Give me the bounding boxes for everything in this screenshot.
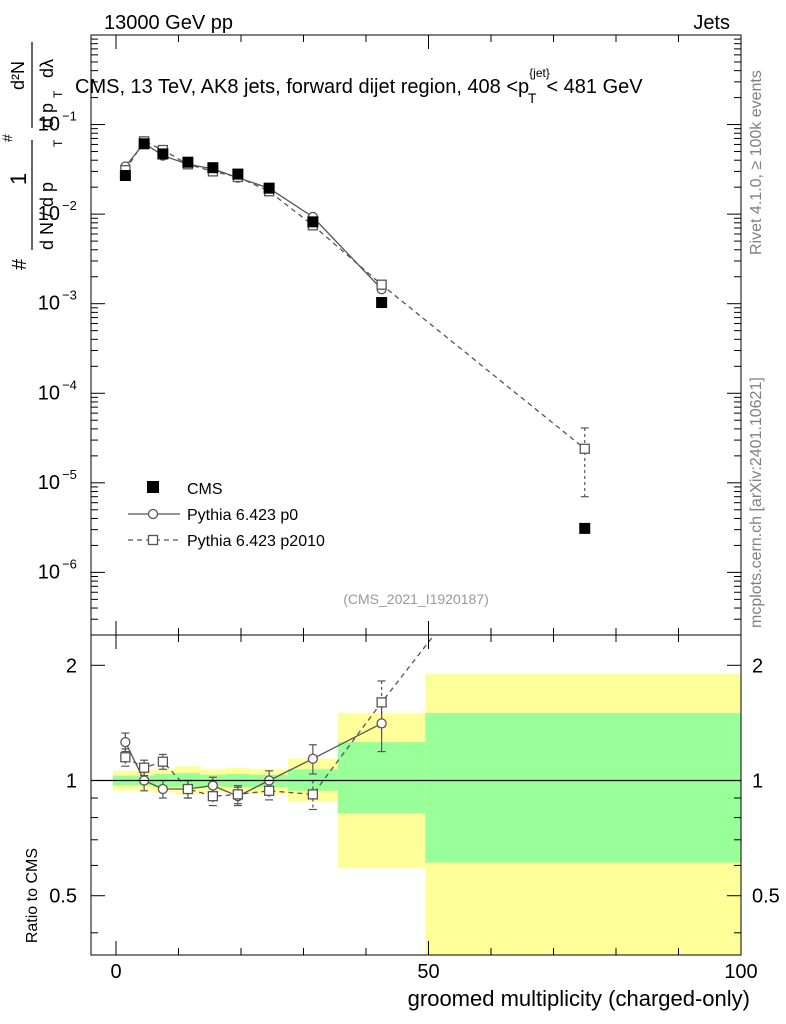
- series-cms-point: [263, 182, 275, 194]
- series-p2010-point: [579, 443, 590, 454]
- series-cms-point: [232, 168, 244, 180]
- x-tick-label: 0: [110, 961, 121, 983]
- main-y-tick-exponent: −4: [62, 377, 77, 392]
- legend-p2010-label: Pythia 6.423 p2010: [187, 533, 325, 550]
- ratio-p2010-point: [307, 789, 319, 800]
- main-y-tick-label: 10: [38, 114, 60, 136]
- ratio-y-tick-label: 1: [66, 771, 77, 793]
- ratio-p2010-line: [125, 635, 435, 797]
- legend-p0-label: Pythia 6.423 p0: [187, 507, 298, 524]
- legend-p0-marker: [147, 508, 159, 520]
- rivet-label: Rivet 4.1.0, ≥ 100k events: [748, 70, 765, 255]
- legend: CMS Pythia 6.423 p0 Pythia 6.423 p2010: [128, 481, 325, 550]
- ratio-p2010-point: [263, 785, 275, 796]
- chart-title: CMS, 13 TeV, AK8 jets, forward dijet reg…: [75, 66, 643, 106]
- ratio-y-tick-label: 2: [66, 655, 77, 677]
- ratio-p0-point: [307, 753, 319, 764]
- main-y-axis: 10−610−510−410−310−210−1: [38, 34, 741, 636]
- series-cms-point: [207, 162, 219, 174]
- main-y-tick-label: 10: [38, 472, 60, 494]
- ratio-clipped: [120, 635, 435, 811]
- main-y-tick-exponent: −6: [62, 556, 77, 571]
- ratio-y-tick-label-right: 1: [752, 771, 763, 793]
- ratio-p2010-point: [232, 789, 244, 800]
- series-cms-point: [138, 138, 150, 150]
- ratio-p2010-point: [138, 762, 150, 773]
- ratio-frame: [90, 634, 742, 956]
- ylabel-frac1-num: 1: [6, 173, 31, 185]
- mcplots-label: mcplots.cern.ch [arXiv:2401.10621]: [748, 377, 765, 628]
- ratio-p2010-point: [120, 752, 131, 763]
- main-y-tick-label: 10: [38, 203, 60, 225]
- ratio-y-axis: 0.5 0.5 1 1 2 2: [49, 655, 780, 934]
- ratio-y-tick-label-right: 0.5: [752, 886, 780, 908]
- main-y-tick-exponent: −2: [62, 198, 77, 213]
- series-cms-point: [182, 156, 194, 168]
- ratio-p0-point: [157, 783, 169, 795]
- ratio-x-axis: 0 50 100: [110, 635, 758, 983]
- main-y-label: # 1 d N / d p T # d²N d p T dλ: [0, 42, 65, 270]
- series-cms-point: [376, 297, 388, 309]
- ratio-y-label: Ratio to CMS: [24, 848, 41, 943]
- main-series: [119, 136, 591, 534]
- series-p2010-point: [376, 279, 387, 290]
- analysis-watermark: (CMS_2021_I1920187): [343, 591, 489, 607]
- ratio-y-tick-label: 0.5: [49, 886, 77, 908]
- ratio-series: [120, 635, 435, 811]
- ylabel-dlambda: dλ: [37, 59, 57, 78]
- ratio-p2010-point: [182, 783, 194, 795]
- legend-p2010-marker: [147, 534, 159, 546]
- ylabel-sub-t-1: T: [51, 139, 65, 147]
- ratio-p0-point: [120, 736, 131, 748]
- ratio-panel: 0.5 0.5 1 1 2 2 0 50 100 Ratio to CMS groomed m…: [24, 634, 780, 1011]
- series-cms-point: [307, 216, 319, 228]
- ylabel-hash-2: #: [0, 134, 15, 142]
- main-y-tick-exponent: −1: [62, 109, 77, 124]
- series-cms-point: [579, 522, 591, 534]
- main-y-tick-label: 10: [38, 382, 60, 404]
- ratio-p2010-point: [157, 756, 169, 767]
- ratio-p2010-point: [376, 697, 387, 708]
- ratio-uncertainty-bands: [112, 673, 741, 955]
- legend-cms-marker: [147, 481, 159, 493]
- ratio-p2010-point: [207, 791, 219, 802]
- ratio-band-green: [337, 742, 426, 814]
- ylabel-sub-t-2: T: [51, 90, 65, 98]
- header-left: 13000 GeV pp: [104, 12, 233, 34]
- series-p2010-line: [124, 140, 586, 450]
- x-axis-label: groomed multiplicity (charged-only): [408, 986, 750, 1011]
- ratio-band-green: [425, 713, 741, 863]
- main-panel: 10−610−510−410−310−210−1 CMS, 13 TeV, AK…: [0, 34, 742, 636]
- header-right: Jets: [693, 12, 730, 34]
- ratio-y-tick-label-right: 2: [752, 655, 763, 677]
- ylabel-frac1-den: d N / d p: [37, 182, 57, 250]
- series-cms-point: [157, 148, 169, 160]
- series-cms-point: [119, 169, 131, 181]
- ylabel-frac2-den: d p: [37, 103, 57, 128]
- main-y-tick-exponent: −5: [62, 467, 77, 482]
- legend-cms-label: CMS: [187, 481, 223, 498]
- ylabel-hash-1: #: [9, 258, 31, 270]
- main-y-tick-label: 10: [38, 561, 60, 583]
- ylabel-frac2-num: d²N: [8, 61, 28, 90]
- ratio-p0-point: [207, 780, 219, 791]
- x-tick-label: 100: [724, 961, 757, 983]
- main-y-tick-label: 10: [38, 293, 60, 315]
- main-y-tick-exponent: −3: [62, 288, 77, 303]
- ratio-p0-point: [376, 718, 387, 729]
- series-p0-line: [124, 142, 383, 290]
- main-x-ticks: [115, 35, 742, 635]
- x-tick-label: 50: [417, 961, 439, 983]
